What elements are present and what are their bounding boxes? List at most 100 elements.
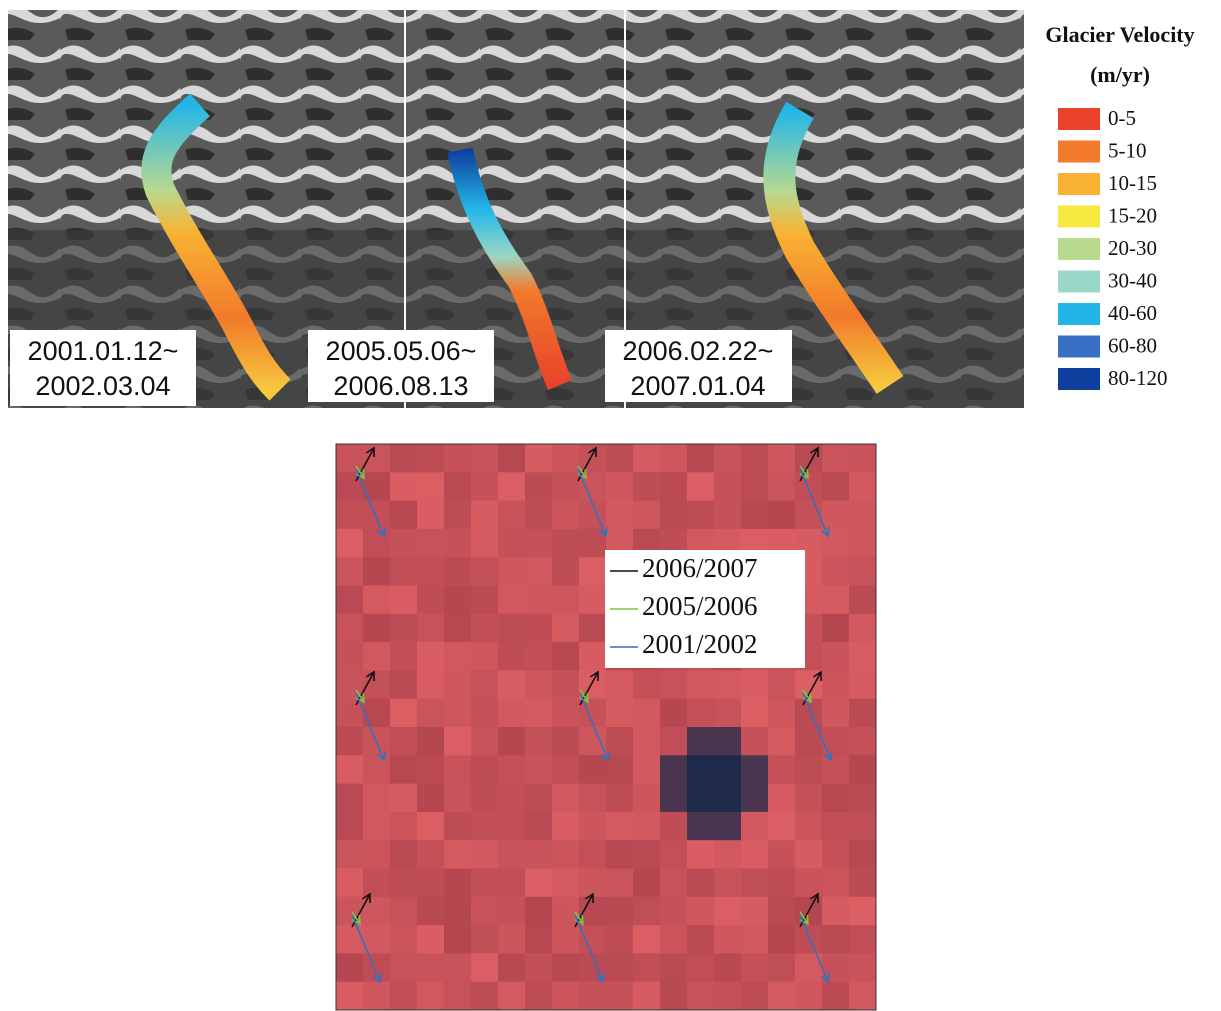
image-pixel (471, 444, 499, 473)
image-pixel (552, 925, 580, 954)
image-pixel (363, 897, 391, 926)
image-pixel (768, 699, 796, 728)
image-pixel (444, 699, 472, 728)
image-pixel (633, 501, 661, 530)
image-pixel (336, 642, 364, 671)
image-pixel (390, 642, 418, 671)
image-pixel (390, 812, 418, 841)
legend-swatch (1058, 206, 1100, 228)
legend-label: 15-20 (1108, 203, 1157, 227)
image-pixel (471, 642, 499, 671)
image-pixel (525, 982, 553, 1011)
legend-label: 10-15 (1108, 171, 1157, 195)
image-pixel (606, 472, 634, 501)
image-pixel (768, 444, 796, 473)
image-pixel (552, 840, 580, 869)
image-pixel (525, 586, 553, 615)
image-pixel (849, 925, 877, 954)
image-pixel (849, 472, 877, 501)
image-pixel (849, 897, 877, 926)
image-pixel (687, 501, 715, 530)
image-pixel (444, 784, 472, 813)
image-pixel (417, 784, 445, 813)
image-pixel (579, 444, 607, 473)
image-pixel (714, 444, 742, 473)
image-pixel (633, 727, 661, 756)
image-pixel (363, 614, 391, 643)
image-pixel (660, 925, 688, 954)
image-pixel (741, 784, 769, 813)
image-pixel (741, 444, 769, 473)
image-pixel (687, 472, 715, 501)
image-pixel (606, 784, 634, 813)
image-pixel (849, 727, 877, 756)
image-pixel (606, 727, 634, 756)
image-pixel (660, 472, 688, 501)
image-pixel (525, 642, 553, 671)
image-pixel (444, 670, 472, 699)
image-pixel (390, 614, 418, 643)
image-pixel (336, 501, 364, 530)
image-pixel (498, 812, 526, 841)
image-pixel (471, 670, 499, 699)
image-pixel (498, 755, 526, 784)
image-pixel (633, 699, 661, 728)
image-pixel (498, 472, 526, 501)
image-pixel (822, 501, 850, 530)
date-label: 2006.02.22~ (623, 336, 774, 366)
velocity-legend: Glacier Velocity (m/yr) 0-55-1010-1515-2… (1045, 22, 1194, 390)
date-label: 2001.01.12~ (28, 336, 179, 366)
image-pixel (633, 472, 661, 501)
image-pixel (741, 840, 769, 869)
image-pixel (552, 670, 580, 699)
image-pixel (417, 670, 445, 699)
image-pixel (471, 982, 499, 1011)
image-pixel (525, 472, 553, 501)
image-pixel (741, 727, 769, 756)
image-pixel (336, 755, 364, 784)
legend-label: 0-5 (1108, 106, 1136, 130)
image-pixel (498, 784, 526, 813)
image-pixel (849, 840, 877, 869)
image-pixel (444, 444, 472, 473)
legend-swatch (1058, 141, 1100, 163)
image-pixel (660, 444, 688, 473)
image-pixel (579, 925, 607, 954)
image-pixel (498, 586, 526, 615)
image-pixel (417, 982, 445, 1011)
image-pixel (849, 699, 877, 728)
image-pixel (417, 557, 445, 586)
image-pixel (390, 784, 418, 813)
image-pixel (768, 727, 796, 756)
image-pixel (741, 953, 769, 982)
image-pixel (795, 699, 823, 728)
image-pixel (525, 444, 553, 473)
image-pixel (822, 755, 850, 784)
image-pixel (390, 586, 418, 615)
image-pixel (633, 897, 661, 926)
image-pixel (417, 472, 445, 501)
image-pixel (525, 812, 553, 841)
image-pixel (444, 472, 472, 501)
image-pixel (633, 869, 661, 898)
legend-label: 5-10 (1108, 138, 1147, 162)
image-pixel (552, 982, 580, 1011)
image-pixel (660, 699, 688, 728)
image-pixel (471, 529, 499, 558)
image-pixel (633, 982, 661, 1011)
image-pixel (795, 812, 823, 841)
image-pixel (471, 755, 499, 784)
image-pixel (714, 869, 742, 898)
image-pixel (363, 501, 391, 530)
image-pixel (687, 670, 715, 699)
legend-label: 40-60 (1108, 301, 1157, 325)
legend-label: 80-120 (1108, 366, 1168, 390)
image-pixel (660, 812, 688, 841)
image-pixel (822, 557, 850, 586)
image-pixel (471, 897, 499, 926)
image-pixel (363, 953, 391, 982)
image-pixel (606, 699, 634, 728)
image-pixel (633, 812, 661, 841)
image-pixel (660, 727, 688, 756)
image-pixel (660, 840, 688, 869)
